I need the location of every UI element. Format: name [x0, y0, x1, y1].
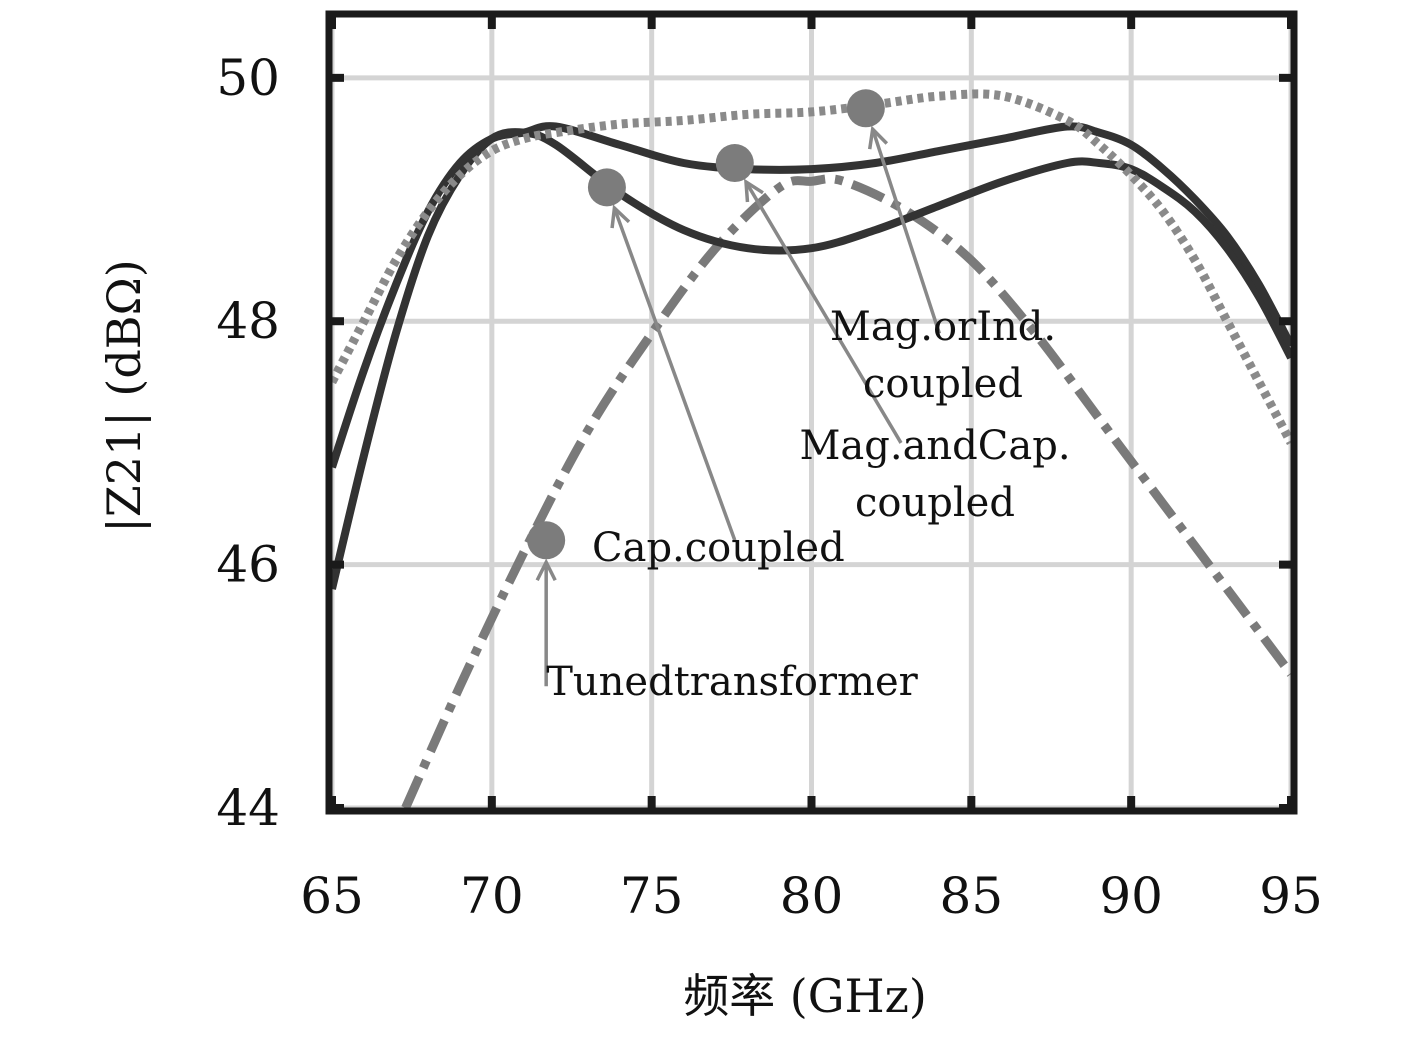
annotation-label-2: Cap.coupled — [592, 525, 845, 571]
series-line-2 — [332, 128, 1291, 590]
x-tick-label: 70 — [460, 867, 524, 925]
annotation-label-3: coupled — [855, 480, 1015, 526]
y-tick-label: 48 — [216, 292, 280, 350]
annotation-label-1: Tunedtransformer — [546, 659, 918, 705]
x-tick-label: 75 — [620, 867, 684, 925]
annotation-arrowhead-2 — [610, 204, 631, 229]
y-tick-label: 50 — [216, 49, 280, 107]
x-tick-label: 80 — [780, 867, 844, 925]
axis-ticks — [328, 17, 1295, 812]
x-tick-label: 65 — [300, 867, 364, 925]
series-line-1 — [401, 174, 1291, 808]
annotation-arrowhead-4 — [867, 125, 889, 150]
annotation-marker-4 — [846, 89, 885, 128]
x-axis-label: 频率 (GHz) — [683, 969, 927, 1023]
x-tick-label: 95 — [1259, 867, 1323, 925]
plot-frame — [325, 10, 1298, 815]
x-tick-labels: 65 70 75 80 85 90 95 — [300, 867, 1323, 925]
annotation-arrow-3 — [744, 181, 903, 444]
annotation-label-4: Mag.orInd. — [830, 304, 1056, 350]
annotation-label-4: coupled — [863, 361, 1023, 407]
y-tick-label: 46 — [216, 536, 280, 594]
x-tick-label: 90 — [1099, 867, 1163, 925]
y-axis-label: |Z21| (dBΩ) — [97, 259, 151, 532]
annotation-marker-3 — [715, 144, 754, 183]
annotation-arrow-2 — [612, 207, 737, 541]
annotations-layer: Tunedtransformer Cap.coupled Mag.andCap. co… — [527, 89, 1071, 705]
annotation-arrow-4 — [871, 128, 942, 334]
x-tick-label: 85 — [940, 867, 1004, 925]
annotation-arrowhead-3 — [744, 178, 764, 203]
annotation-marker-2 — [587, 168, 626, 207]
annotation-label-3: Mag.andCap. — [799, 423, 1070, 469]
y-tick-labels: 44 46 48 50 — [216, 49, 280, 837]
series-line-4 — [332, 89, 1291, 445]
annotation-marker-1 — [527, 521, 566, 560]
annotation-arrowhead-1 — [535, 558, 557, 582]
y-tick-label: 44 — [216, 779, 280, 837]
